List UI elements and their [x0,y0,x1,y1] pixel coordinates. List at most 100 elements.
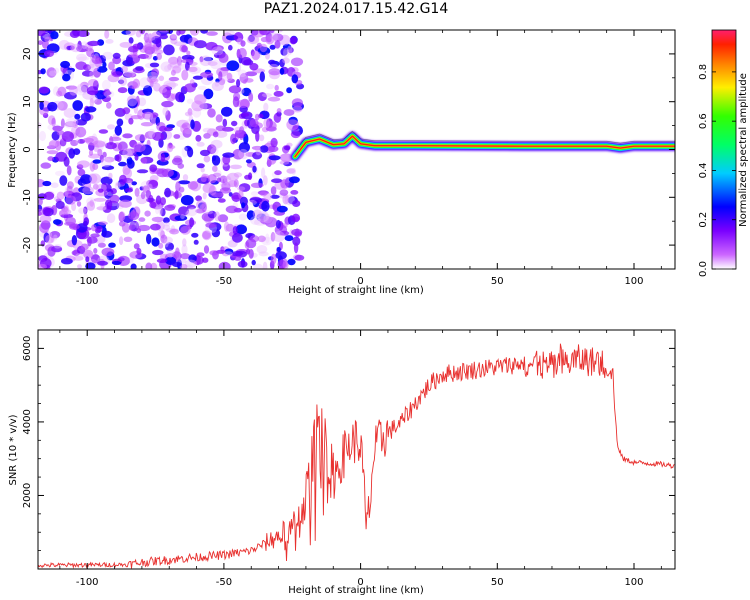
noise-blob [252,151,263,160]
noise-blob [277,30,283,33]
noise-blob [101,165,115,171]
noise-blob [269,30,275,34]
noise-blob [210,59,221,70]
colorbar-ticks: 0.0 0.2 0.4 0.6 0.8 [698,64,736,277]
noise-blob [225,205,238,214]
spectrogram-ytick-label: -20 [22,237,33,253]
noise-blob [68,67,75,73]
noise-blob [282,57,290,64]
noise-blob [244,71,258,77]
noise-blob [212,165,218,172]
noise-blob [87,236,92,247]
spectrogram-xtick-label: 50 [491,276,504,287]
noise-blob [210,147,219,156]
noise-blob [53,244,62,249]
noise-blob [184,111,193,117]
noise-blob [100,157,112,168]
noise-blob [92,159,102,164]
noise-blob [101,79,111,91]
noise-blob [224,248,234,255]
noise-blob [254,113,260,121]
noise-blob [262,175,268,186]
noise-blob [203,88,214,100]
noise-blob [50,31,59,40]
noise-blob [72,100,83,111]
noise-blob [160,61,173,73]
noise-blob [123,236,133,242]
noise-blob [127,98,138,109]
noise-blob [251,50,260,61]
noise-blob [93,247,98,254]
noise-blob [46,145,57,150]
noise-blob [87,40,100,47]
noise-blob [178,180,191,185]
noise-blob [124,187,133,193]
colorbar-gradient [711,29,737,270]
noise-blob [158,242,164,249]
noise-blob [158,75,165,82]
noise-blob [240,56,252,66]
noise-blob [128,211,140,221]
noise-blob [290,190,299,195]
noise-blob [290,57,304,67]
noise-blob [188,66,198,73]
noise-blob [280,47,288,56]
noise-blob [151,237,160,247]
noise-blob [64,221,76,226]
noise-blob [148,77,159,85]
noise-blob [60,208,72,216]
noise-blob [38,40,43,46]
noise-blob [121,65,128,73]
noise-blob [146,71,159,80]
noise-blob [85,256,90,263]
noise-blob [83,249,94,259]
noise-blob [261,93,272,98]
noise-blob [241,112,250,117]
noise-blob [191,100,204,112]
noise-blob [188,254,197,263]
noise-blob [102,151,107,158]
noise-blob [46,67,57,78]
noise-blob [116,154,122,162]
noise-blob [217,214,229,223]
noise-blob [161,100,174,108]
noise-blob [268,68,281,76]
noise-blob [211,81,224,91]
noise-blob [80,243,89,251]
noise-blob [261,167,266,179]
noise-blob [134,154,139,161]
noise-blob [119,76,127,86]
noise-blob [180,195,194,206]
noise-blob [248,92,254,103]
noise-blob [272,33,284,42]
noise-blob [168,76,180,82]
colorbar: 0.0 0.2 0.4 0.6 0.8 Normalized spectral ampl… [698,29,749,277]
noise-blob [76,53,87,62]
noise-blob [98,129,109,134]
noise-blob [163,238,169,248]
noise-blob [283,109,295,116]
noise-blob [114,181,121,190]
noise-blob [156,258,168,264]
noise-blob [126,156,133,165]
noise-blob [250,182,264,188]
noise-blob [214,81,219,87]
noise-blob [207,174,217,184]
noise-blob [240,40,246,47]
noise-blob [202,127,214,133]
noise-blob [77,264,82,269]
noise-blob [199,56,204,63]
noise-blob [178,206,190,216]
spectrogram-xtick-label: 100 [624,276,643,287]
noise-blob [220,182,234,188]
noise-blob [38,198,43,206]
noise-blob [57,86,67,97]
noise-blob [143,35,156,42]
colorbar-tick-label: 0.2 [698,212,709,228]
noise-blob [38,263,48,269]
noise-blob [80,112,91,122]
spectrogram-ytick-label: 0 [22,146,33,152]
noise-blob [258,134,265,142]
noise-blob [290,130,301,139]
noise-blob [52,125,63,132]
